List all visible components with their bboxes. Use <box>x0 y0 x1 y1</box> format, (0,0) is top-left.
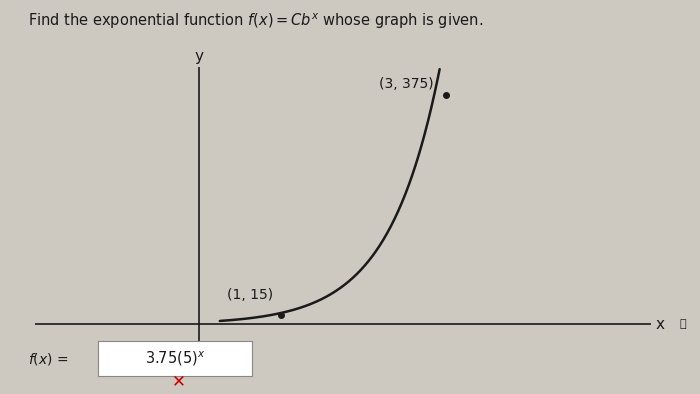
Text: $3.75(5)^x$: $3.75(5)^x$ <box>145 349 205 368</box>
Text: x: x <box>655 317 664 332</box>
Text: Find the exponential function $f(x) = Cb^x$ whose graph is given.: Find the exponential function $f(x) = Cb… <box>28 12 483 32</box>
Text: (1, 15): (1, 15) <box>227 288 273 302</box>
Text: ⓘ: ⓘ <box>680 320 687 329</box>
Text: (3, 375): (3, 375) <box>379 78 433 91</box>
Text: y: y <box>195 49 204 64</box>
Text: ✕: ✕ <box>172 372 186 390</box>
Text: $f(x)$ =: $f(x)$ = <box>28 351 70 366</box>
